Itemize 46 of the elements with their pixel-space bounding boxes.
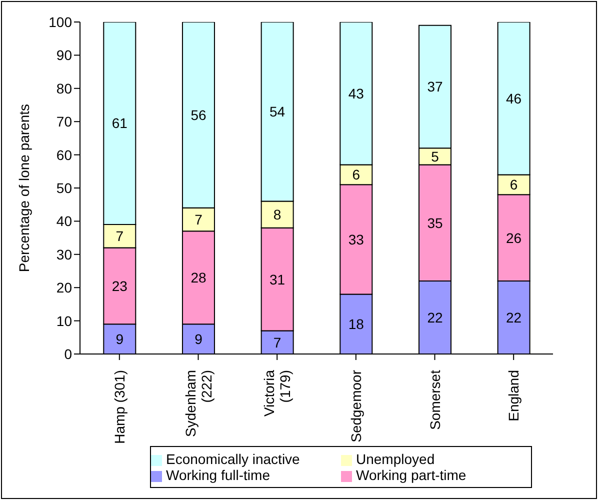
data-label: 26 (506, 230, 522, 246)
y-tick-label: 30 (56, 246, 72, 262)
x-tick-label: Sedgemoor (348, 370, 364, 442)
x-tick-label: England (506, 370, 522, 422)
data-label: 33 (348, 231, 364, 248)
data-label: 61 (112, 115, 128, 132)
data-label: 22 (427, 309, 443, 326)
data-label: 6 (352, 166, 360, 183)
y-tick-label: 0 (64, 346, 72, 362)
x-tick-label: Hamp (301) (111, 370, 128, 444)
y-tick-label: 80 (56, 80, 72, 96)
data-label: 7 (194, 212, 203, 228)
y-tick-label: 90 (56, 47, 72, 64)
x-tick-label: Victoria (179) (261, 370, 294, 416)
y-tick-label: 70 (56, 114, 72, 130)
data-label: 6 (510, 176, 518, 193)
data-label: 54 (270, 104, 286, 120)
data-label: 46 (506, 90, 522, 106)
y-tick-label: 20 (56, 280, 72, 296)
data-label: 43 (348, 85, 364, 102)
data-label: 31 (270, 271, 286, 288)
data-label: 28 (190, 270, 206, 286)
y-tick-label: 40 (56, 213, 72, 230)
y-tick-label: 50 (56, 180, 72, 196)
data-label: 35 (427, 214, 443, 231)
data-label: 22 (506, 309, 522, 326)
legend-label: Working full-time (166, 467, 271, 483)
data-label: 18 (348, 316, 364, 332)
x-tick-label: Sydenham (222) (182, 370, 214, 437)
data-label: 5 (431, 148, 440, 164)
legend-label: Unemployed (356, 451, 436, 467)
data-label: 56 (190, 106, 206, 123)
data-label: 8 (273, 206, 282, 223)
y-axis-title: Percentage of lone parents (16, 104, 32, 272)
legend-label: Economically inactive (166, 451, 301, 467)
data-label: 37 (427, 78, 443, 95)
legend-label: Working part-time (356, 467, 468, 483)
y-tick-label: 10 (56, 312, 72, 329)
y-tick-label: 100 (48, 14, 72, 30)
data-label: 23 (112, 278, 128, 294)
y-tick-label: 60 (56, 146, 72, 163)
x-tick-label: Somerset (426, 370, 443, 430)
data-label: 7 (116, 228, 124, 244)
data-label: 9 (194, 331, 203, 348)
data-label: 9 (116, 331, 124, 348)
data-label: 7 (273, 334, 282, 350)
